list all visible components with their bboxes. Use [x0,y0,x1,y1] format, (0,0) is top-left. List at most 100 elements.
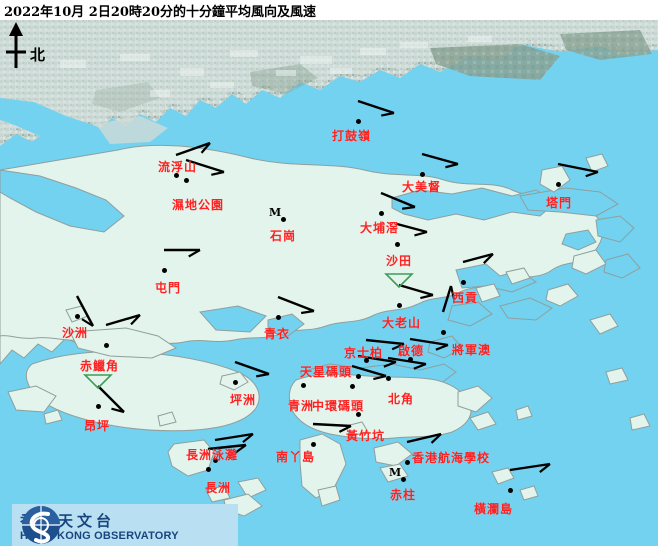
logo-english-name: HONG KONG OBSERVATORY [20,530,179,542]
north-arrow-icon [6,22,26,68]
wind-barb [312,422,352,433]
station-label: 長洲泳灘 [186,448,239,462]
wind-barb [357,99,395,117]
wind-barb [75,295,95,327]
station-dot[interactable] [281,217,286,222]
station-label: 西貢 [452,291,479,305]
wind-barb [462,252,494,264]
station-dot[interactable] [420,172,425,177]
station-dot[interactable] [397,303,402,308]
wind-barb [164,248,201,258]
north-label: 北 [30,46,46,64]
station-dot[interactable] [184,178,189,183]
station-label: 京士柏 [344,346,384,360]
station-dot[interactable] [356,374,361,379]
station-dot[interactable] [162,268,167,273]
station-dot[interactable] [350,384,355,389]
station-label: 沙田 [386,254,413,268]
wind-barb [406,432,442,444]
wind-barb [357,354,397,368]
station-label: 大老山 [382,316,422,330]
gale-triangle-icon [384,273,414,289]
station-dot[interactable] [96,404,101,409]
station-label: 赤柱 [390,488,417,502]
station-label: 長洲 [205,481,232,495]
hko-logo-icon [22,506,60,544]
station-label: 啟德 [398,344,425,358]
wind-barb [277,295,315,315]
title-bar: 2022年10月 2日20時20分的十分鐘平均風向及風速 [0,0,658,20]
station-m-marker: M [389,466,402,479]
station-dot[interactable] [401,477,406,482]
wind-barb [441,285,455,313]
wind-barb [557,162,599,178]
map-basemap [0,20,658,546]
wind-barb [105,313,141,327]
wind-barb [185,158,225,176]
station-label: 大埔滘 [360,221,400,235]
wind-barb [409,337,449,351]
wind-barb [509,462,551,473]
station-dot[interactable] [386,376,391,381]
map-canvas[interactable]: 北 打鼓嶺流浮山濕地公園 大美督塔門 M 石崗 大埔滘沙田屯門西貢沙洲 青衣 大老山赤鱲角 京… [0,20,658,546]
wind-barb [421,152,459,169]
station-m-marker: M [269,206,282,219]
station-dot[interactable] [395,242,400,247]
station-dot[interactable] [441,330,446,335]
station-dot[interactable] [379,211,384,216]
station-label: 中環碼頭 [312,399,365,413]
station-dot[interactable] [104,343,109,348]
station-label: 沙洲 [62,326,89,340]
station-label: 坪洲 [230,393,257,407]
station-dot[interactable] [233,380,238,385]
wind-barb [396,222,428,237]
station-dot[interactable] [556,182,561,187]
station-dot[interactable] [311,442,316,447]
wind-barb [387,356,427,370]
station-label: 大美督 [402,180,442,194]
station-label: 塔門 [546,196,573,210]
station-dot[interactable] [174,173,179,178]
station-label: 將軍澳 [452,343,492,357]
station-dot[interactable] [461,280,466,285]
wind-barb [234,360,270,378]
station-label: 打鼓嶺 [332,129,372,143]
wind-barb [214,432,254,444]
station-label: 流浮山 [158,160,198,174]
station-label: 天星碼頭 [300,365,353,379]
station-label: 黃竹坑 [346,429,386,443]
wind-barb [398,283,434,300]
station-dot[interactable] [356,119,361,124]
station-label: 南丫島 [276,450,316,464]
station-label: 屯門 [155,281,182,295]
station-dot[interactable] [356,412,361,417]
station-dot[interactable] [364,358,369,363]
page-title: 2022年10月 2日20時20分的十分鐘平均風向及風速 [4,5,317,20]
wind-barb [97,385,125,414]
wind-barb-layer [75,99,599,473]
station-label: 青衣 [264,327,291,341]
hko-logo: 香港天文台 HONG KONG OBSERVATORY [12,504,238,546]
station-label: 昂坪 [84,419,111,433]
wind-barb [207,443,247,454]
wind-barb [175,141,211,157]
station-dot[interactable] [213,458,218,463]
station-label: 青洲 [288,399,315,413]
station-label: 橫瀾島 [474,502,514,516]
station-label: 香港航海學校 [412,451,491,465]
station-dot[interactable] [276,315,281,320]
wind-barb [365,338,405,351]
station-label: 石崗 [270,229,297,243]
station-dot[interactable] [508,488,513,493]
station-dot[interactable] [301,383,306,388]
station-label: 赤鱲角 [80,359,120,373]
wind-barb [380,191,416,210]
station-dot[interactable] [408,357,413,362]
station-label: 濕地公園 [172,198,225,212]
station-dot[interactable] [405,460,410,465]
wind-barb [351,364,387,381]
gale-triangle-icon [83,374,113,390]
station-dot[interactable] [75,314,80,319]
station-dot[interactable] [206,467,211,472]
